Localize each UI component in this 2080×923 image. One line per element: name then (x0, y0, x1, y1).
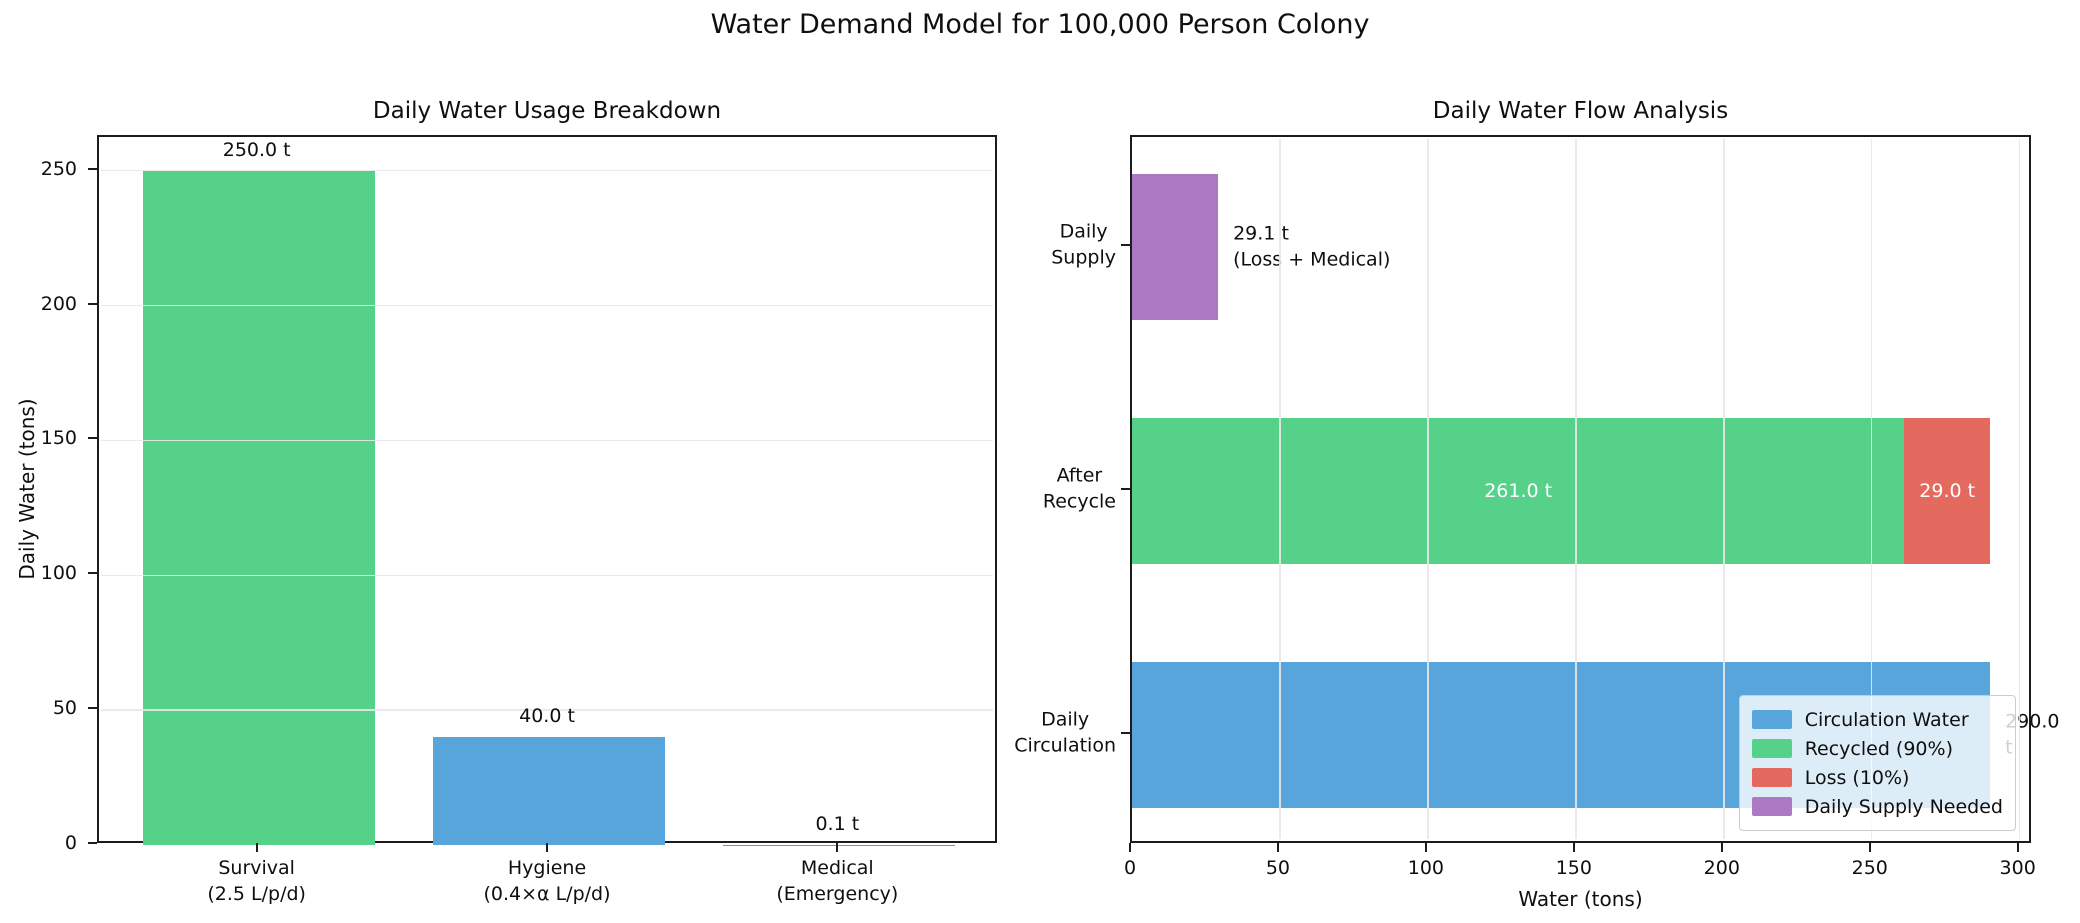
legend-label: Daily Supply Needed (1804, 795, 2003, 818)
row-label: Daily Supply (1051, 220, 1116, 268)
grid-line (101, 439, 993, 442)
x-tick-mark (1572, 843, 1575, 852)
y-tick-mark (88, 842, 97, 844)
y-tick-mark (88, 437, 97, 440)
legend-label: Recycled (90%) (1804, 737, 1953, 760)
legend-item: Daily Supply Needed (1751, 792, 2003, 821)
x-tick-mark (2016, 843, 2019, 852)
x-tick-mark (546, 843, 548, 852)
grid-line (1575, 139, 1577, 839)
y-tick-label: 0 (64, 832, 77, 854)
grid-line (2018, 139, 2021, 839)
x-tick-mark (1129, 843, 1131, 852)
row-label: After Recycle (1042, 464, 1116, 512)
legend-swatch (1751, 739, 1792, 758)
y-tick-mark (1121, 243, 1130, 246)
y-tick-label: 50 (52, 697, 77, 720)
bar-segment (1132, 417, 1905, 565)
segment-value-label: 29.0 t (1919, 480, 1976, 502)
flow-chart-title: Daily Water Flow Analysis (1432, 98, 1729, 124)
y-tick-label: 250 (40, 157, 77, 180)
y-tick-mark (88, 572, 97, 575)
x-tick-label: 250 (1851, 857, 1888, 879)
category-label: Survival (2.5 L/p/d) (207, 857, 306, 905)
x-tick-mark (1720, 843, 1723, 852)
legend-label: Circulation Water (1804, 708, 1969, 731)
category-label: Medical (Emergency) (776, 857, 899, 905)
bar (432, 737, 666, 845)
legend-item: Circulation Water (1751, 705, 2003, 734)
legend-swatch (1751, 768, 1792, 787)
bar-value-label: 40.0 t (519, 705, 575, 728)
category-label: Hygiene (0.4×α L/p/d) (483, 857, 611, 905)
x-tick-label: 200 (1703, 857, 1740, 879)
bar-annotation: 29.1 t (Loss + Medical) (1233, 222, 1391, 270)
legend-swatch (1751, 710, 1792, 729)
y-tick-label: 100 (40, 562, 77, 585)
flow-chart-plot-area: 29.1 t (Loss + Medical) 261.0 t 29.0 t 290.… (1130, 135, 2060, 843)
legend-item: Recycled (90%) (1751, 734, 2003, 763)
usage-chart-y-axis-label: Daily Water (tons) (15, 398, 39, 580)
flow-chart-x-axis-label: Water (tons) (1518, 887, 1643, 911)
x-tick-mark (1868, 843, 1871, 852)
grid-line (1723, 139, 1725, 839)
y-tick-mark (88, 707, 97, 710)
legend-swatch (1751, 797, 1792, 816)
y-tick-mark (88, 302, 97, 305)
grid-line (1279, 139, 1281, 839)
legend-label: Loss (10%) (1804, 766, 1910, 789)
grid-line (101, 169, 993, 172)
usage-breakdown-chart: Daily Water Usage Breakdown Daily Water … (15, 98, 997, 905)
usage-chart-plot-area (97, 135, 997, 845)
legend: Circulation Water Recycled (90%) Loss (10%… (1738, 695, 2016, 831)
grid-line (101, 304, 993, 307)
bar-value-label: 250.0 t (222, 138, 291, 161)
x-tick-mark (1424, 843, 1427, 852)
grid-line (101, 574, 993, 577)
usage-chart-title: Daily Water Usage Breakdown (372, 98, 722, 124)
row-label: Daily Circulation (1014, 708, 1116, 757)
x-tick-label: 100 (1407, 857, 1445, 879)
y-tick-label: 150 (40, 427, 77, 450)
x-tick-mark (255, 843, 258, 852)
flow-analysis-chart: Daily Water Flow Analysis Water (tons) 2… (1014, 98, 2060, 911)
x-tick-mark (1276, 843, 1279, 852)
x-tick-label: 0 (1123, 857, 1137, 879)
grid-line (1427, 139, 1429, 839)
y-tick-mark (1121, 488, 1130, 490)
segment-value-label: 261.0 t (1484, 480, 1553, 502)
grid-line (101, 709, 993, 711)
x-tick-label: 150 (1555, 857, 1592, 879)
bar-segment (1132, 173, 1219, 321)
y-tick-mark (88, 167, 97, 170)
x-tick-label: 50 (1265, 857, 1291, 879)
grid-line (1870, 139, 1873, 839)
x-tick-mark (836, 843, 839, 852)
bar-segment (1904, 417, 1991, 565)
figure-title: Water Demand Model for 100,000 Person Co… (710, 9, 1370, 40)
x-tick-label: 300 (1999, 857, 2036, 879)
bar-value-label: 0.1 t (815, 812, 860, 835)
legend-item: Loss (10%) (1751, 763, 2003, 792)
y-tick-mark (1121, 732, 1130, 735)
bar (142, 170, 375, 845)
y-tick-label: 200 (40, 292, 77, 315)
